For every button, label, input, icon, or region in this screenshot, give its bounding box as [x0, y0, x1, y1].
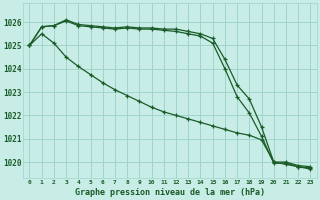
X-axis label: Graphe pression niveau de la mer (hPa): Graphe pression niveau de la mer (hPa) — [75, 188, 265, 197]
